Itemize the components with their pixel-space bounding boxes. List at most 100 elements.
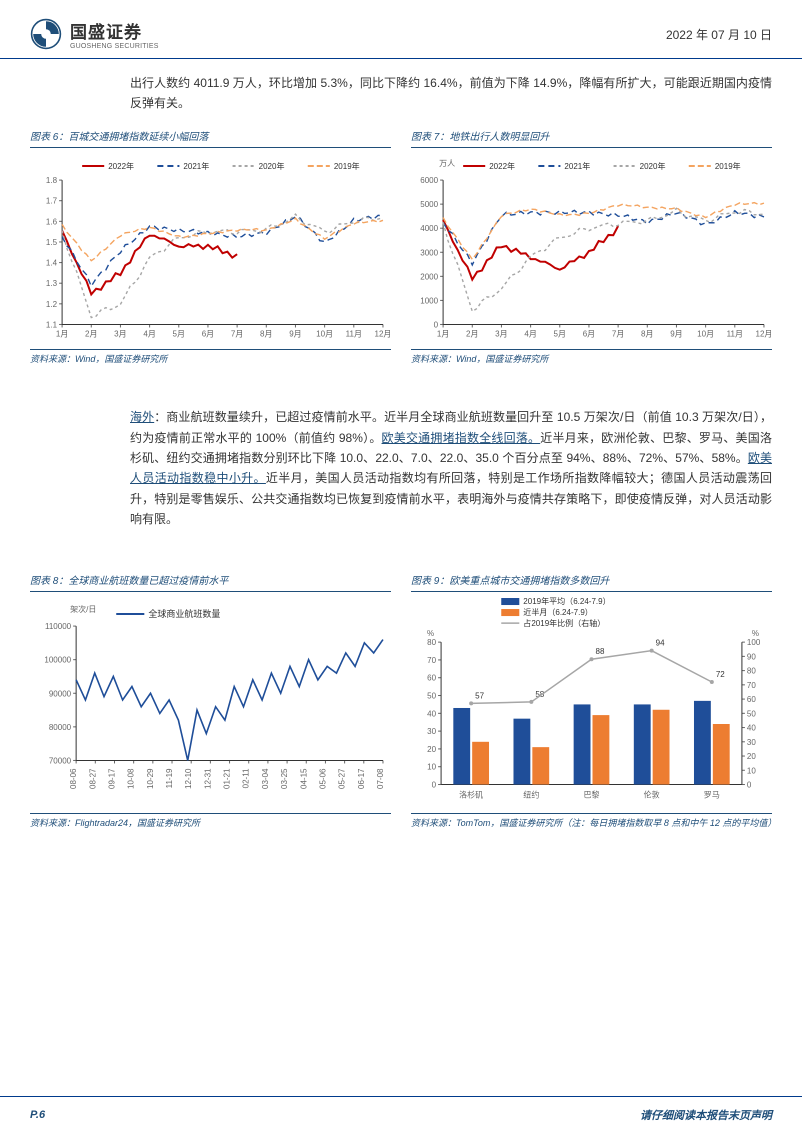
paragraph-1: 出行人数约 4011.9 万人，环比增加 5.3%，同比下降约 16.4%，前值…: [130, 73, 772, 114]
svg-text:1.3: 1.3: [46, 279, 58, 288]
svg-text:03-04: 03-04: [261, 768, 270, 789]
svg-text:1.4: 1.4: [46, 258, 58, 267]
svg-text:11-19: 11-19: [165, 768, 174, 788]
svg-text:0: 0: [432, 780, 437, 789]
svg-text:01-21: 01-21: [223, 768, 232, 789]
svg-text:100: 100: [747, 638, 761, 647]
svg-text:7月: 7月: [231, 329, 243, 338]
svg-text:全球商业航班数量: 全球商业航班数量: [148, 608, 220, 619]
svg-text:11月: 11月: [346, 329, 362, 338]
svg-text:1.2: 1.2: [46, 300, 58, 309]
svg-text:30: 30: [747, 737, 756, 746]
chart-6-block: 图表 6：百城交通拥堵指数延续小幅回落 1.11.21.31.41.51.61.…: [30, 128, 391, 366]
svg-text:10: 10: [427, 762, 436, 771]
page-header: 国盛证券 GUOSHENG SECURITIES 2022 年 07 月 10 …: [0, 0, 802, 59]
svg-text:80: 80: [747, 666, 756, 675]
svg-text:30: 30: [427, 727, 436, 736]
svg-text:110000: 110000: [45, 622, 72, 631]
svg-text:70: 70: [427, 656, 436, 665]
svg-text:2019年: 2019年: [334, 161, 360, 171]
svg-text:罗马: 罗马: [704, 790, 720, 799]
svg-text:08-06: 08-06: [69, 768, 78, 789]
chart-6-source: 资料来源：Wind，国盛证券研究所: [30, 349, 391, 365]
svg-text:2022年: 2022年: [108, 161, 134, 171]
para2-underline-1: 海外: [130, 410, 154, 424]
company-name-cn: 国盛证券: [70, 18, 159, 43]
report-date: 2022 年 07 月 10 日: [666, 26, 772, 43]
svg-text:94: 94: [656, 638, 665, 647]
logo-block: 国盛证券 GUOSHENG SECURITIES: [30, 18, 159, 50]
svg-text:8月: 8月: [260, 329, 272, 338]
svg-text:50: 50: [747, 709, 756, 718]
svg-text:7月: 7月: [612, 329, 624, 338]
svg-text:1.1: 1.1: [46, 320, 58, 329]
svg-text:80: 80: [427, 638, 436, 647]
svg-text:12-31: 12-31: [203, 768, 212, 789]
svg-text:占2019年比例（右轴）: 占2019年比例（右轴）: [523, 618, 605, 628]
footer-note: 请仔细阅读本报告末页声明: [640, 1107, 772, 1123]
chart-7-source: 资料来源：Wind，国盛证券研究所: [411, 349, 772, 365]
svg-text:05-27: 05-27: [338, 768, 347, 789]
svg-text:纽约: 纽约: [523, 789, 539, 799]
svg-text:57: 57: [475, 691, 484, 700]
svg-text:洛杉矶: 洛杉矶: [459, 789, 483, 799]
chart-8-svg: 架次/日70000800009000010000011000008-0608-2…: [30, 596, 391, 807]
page-footer: P.6 请仔细阅读本报告末页声明: [0, 1096, 802, 1133]
chart-8-title: 图表 8：全球商业航班数量已超过疫情前水平: [30, 572, 391, 587]
svg-text:万人: 万人: [439, 159, 455, 168]
svg-text:04-15: 04-15: [299, 768, 308, 789]
paragraph-2: 海外：商业航班数量续升，已超过疫情前水平。近半月全球商业航班数量回升至 10.5…: [130, 407, 772, 529]
svg-text:1.6: 1.6: [46, 217, 58, 226]
svg-text:70000: 70000: [49, 756, 72, 765]
company-logo-icon: [30, 18, 62, 50]
chart-9-svg: 010203040506070800102030405060708090100%…: [411, 596, 772, 807]
chart-8-block: 图表 8：全球商业航班数量已超过疫情前水平 架次/日70000800009000…: [30, 572, 391, 830]
svg-text:12月: 12月: [374, 329, 391, 338]
para2-underline-2: 欧美交通拥堵指数全线回落。: [382, 431, 541, 445]
svg-text:88: 88: [596, 647, 605, 656]
chart-7-title: 图表 7：地铁出行人数明显回升: [411, 128, 772, 143]
svg-text:20: 20: [747, 752, 756, 761]
chart-7-svg: 万人01000200030004000500060001月2月3月4月5月6月7…: [411, 152, 772, 343]
svg-text:1月: 1月: [56, 329, 68, 338]
page-number: P.6: [30, 1109, 45, 1121]
svg-text:08-27: 08-27: [88, 768, 97, 789]
svg-text:1月: 1月: [437, 329, 449, 338]
svg-text:02-11: 02-11: [242, 768, 251, 788]
svg-text:11月: 11月: [727, 329, 743, 338]
svg-text:6月: 6月: [202, 329, 214, 338]
svg-text:2020年: 2020年: [259, 161, 285, 171]
svg-text:2000: 2000: [420, 272, 438, 281]
chart-7-block: 图表 7：地铁出行人数明显回升 万人0100020003000400050006…: [411, 128, 772, 366]
chart-8-source: 资料来源：Flightradar24，国盛证券研究所: [30, 813, 391, 829]
svg-text:2019年: 2019年: [715, 161, 741, 171]
svg-text:3月: 3月: [114, 329, 126, 338]
svg-text:2022年: 2022年: [489, 161, 515, 171]
svg-text:2020年: 2020年: [640, 161, 666, 171]
svg-text:40: 40: [427, 709, 436, 718]
svg-text:90: 90: [747, 652, 756, 661]
svg-text:4月: 4月: [524, 329, 536, 338]
svg-text:2月: 2月: [466, 329, 478, 338]
svg-text:4月: 4月: [143, 329, 155, 338]
svg-text:05-06: 05-06: [318, 768, 327, 789]
chart-row-2: 图表 8：全球商业航班数量已超过疫情前水平 架次/日 70000 80000 90 0 0…: [30, 572, 772, 830]
svg-text:10月: 10月: [697, 329, 714, 338]
svg-text:5月: 5月: [554, 329, 566, 338]
chart-9-source: 资料来源：TomTom，国盛证券研究所（注：每日拥堵指数取早 8 点和中午 12…: [411, 813, 772, 829]
svg-text:03-25: 03-25: [280, 768, 289, 789]
svg-text:5000: 5000: [420, 200, 438, 209]
svg-text:%: %: [427, 629, 434, 638]
svg-text:72: 72: [716, 670, 725, 679]
svg-text:0: 0: [434, 320, 439, 329]
svg-text:4000: 4000: [420, 224, 438, 233]
svg-text:0: 0: [747, 780, 752, 789]
svg-text:20: 20: [427, 745, 436, 754]
svg-text:巴黎: 巴黎: [583, 789, 599, 799]
svg-text:伦敦: 伦敦: [644, 789, 660, 799]
svg-text:架次/日: 架次/日: [70, 604, 96, 614]
svg-text:60: 60: [747, 695, 756, 704]
svg-text:80000: 80000: [49, 723, 72, 732]
svg-text:07-08: 07-08: [376, 768, 385, 789]
svg-text:100000: 100000: [44, 655, 71, 664]
